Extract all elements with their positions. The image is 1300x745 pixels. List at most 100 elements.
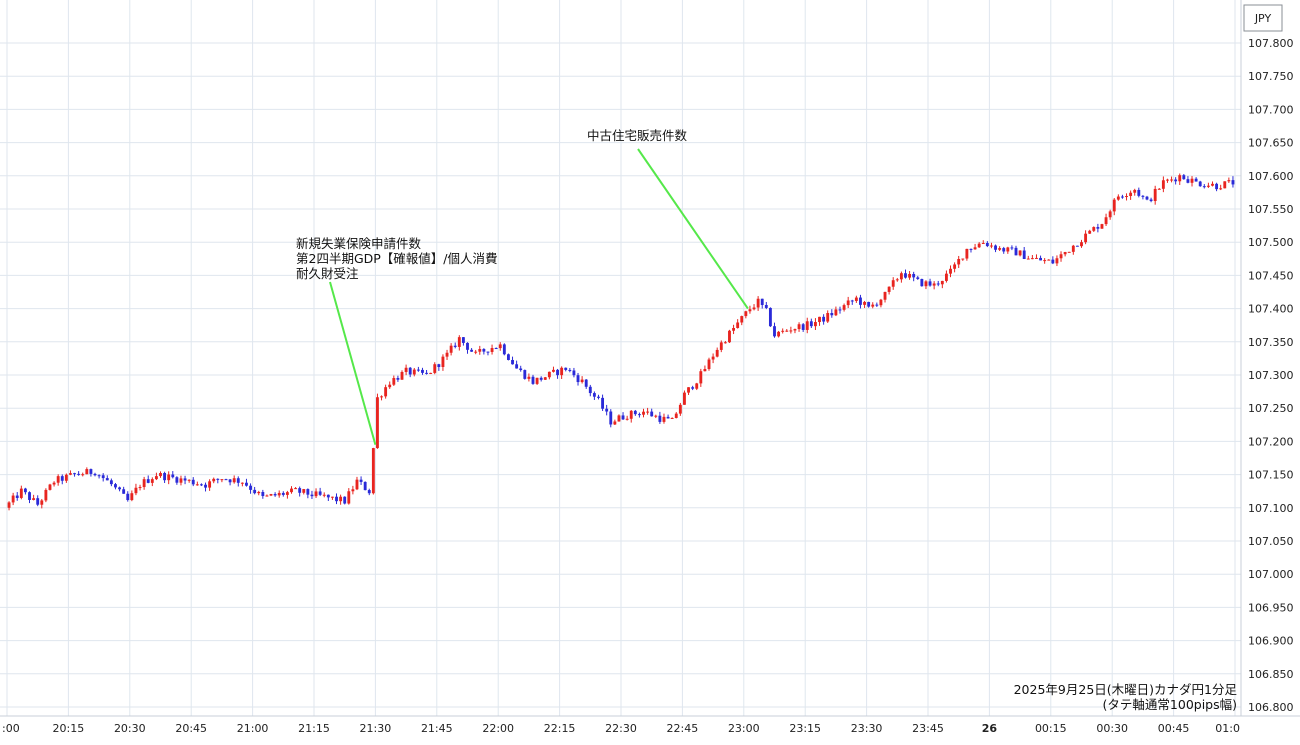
- candle-body: [404, 367, 408, 372]
- candle-body: [760, 298, 764, 306]
- candle-body: [850, 300, 854, 302]
- candle-body: [1018, 250, 1022, 256]
- candle-body: [523, 370, 527, 379]
- candle-body: [940, 280, 944, 285]
- x-tick-label: 23:00: [728, 722, 760, 735]
- candle-body: [294, 488, 298, 490]
- candle-body: [1080, 242, 1083, 247]
- candle-body: [732, 327, 735, 331]
- candle-body: [347, 491, 351, 504]
- candle-body: [654, 415, 658, 417]
- candle-body: [969, 248, 973, 250]
- candle-body: [208, 481, 212, 488]
- candle-body: [396, 378, 400, 380]
- y-tick-label: 107.450: [1248, 269, 1294, 282]
- candle-body: [1030, 258, 1034, 260]
- candle-body: [683, 392, 686, 405]
- candle-body: [187, 479, 191, 481]
- x-tick-label: 00:45: [1158, 722, 1190, 735]
- x-tick-label: 23:45: [912, 722, 944, 735]
- footer-line-2: (タテ軸通常100pips幅): [1103, 697, 1237, 712]
- y-axis-ticks: 107.800 107.750 107.700 107.650 107.600 107.5…: [1248, 37, 1294, 714]
- candle-body: [826, 313, 830, 322]
- y-tick-label: 107.300: [1248, 369, 1294, 382]
- candle-body: [871, 304, 875, 307]
- candle-body: [1071, 245, 1075, 252]
- candle-body: [944, 273, 948, 281]
- candle-body: [879, 299, 883, 306]
- candle-body: [1215, 183, 1219, 190]
- candle-body: [114, 484, 117, 488]
- candle-body: [789, 330, 793, 332]
- candle-body: [1100, 224, 1104, 229]
- candle-body: [1088, 230, 1092, 234]
- candle-body: [1026, 258, 1030, 260]
- candle-body: [805, 321, 809, 330]
- candle-body: [466, 342, 469, 350]
- candle-body: [597, 396, 600, 398]
- candle-body: [441, 356, 445, 367]
- candle-body: [773, 326, 776, 337]
- chart-grid: [0, 0, 1241, 716]
- x-axis-ticks: :00 20:15 20:30 20:45 21:00 21:15 21:30 21:45 22…: [2, 722, 1240, 735]
- candle-body: [666, 416, 670, 419]
- candle-body: [367, 490, 371, 494]
- candle-body: [134, 487, 138, 494]
- candle-body: [981, 243, 985, 245]
- candle-body: [1219, 188, 1223, 190]
- candle-body: [351, 489, 355, 492]
- candle-body: [1129, 192, 1133, 197]
- candle-body: [572, 370, 576, 376]
- y-tick-label: 107.700: [1248, 103, 1294, 116]
- candle-body: [928, 281, 932, 286]
- candle-body: [891, 280, 895, 287]
- candle-body: [429, 372, 433, 374]
- candle-body: [1133, 189, 1137, 193]
- candle-body: [1198, 181, 1202, 187]
- candle-body: [11, 495, 15, 503]
- y-tick-label: 107.350: [1248, 336, 1294, 349]
- candle-body: [355, 479, 359, 490]
- candle-body: [691, 387, 695, 389]
- candle-body: [899, 273, 903, 280]
- candle-body: [1161, 180, 1165, 189]
- x-tick-label: :00: [2, 722, 20, 735]
- x-tick-label: 20:45: [175, 722, 207, 735]
- candle-body: [445, 352, 449, 357]
- candle-body: [433, 364, 437, 373]
- candle-body: [109, 480, 113, 485]
- candle-body: [44, 489, 48, 501]
- candle-body: [711, 356, 715, 360]
- candle-body: [236, 478, 240, 483]
- candle-body: [797, 324, 801, 330]
- candle-body: [588, 386, 592, 394]
- x-tick-label: 22:30: [605, 722, 637, 735]
- chart-footer: 2025年9月25日(木曜日)カナダ円1分足 (タテ軸通常100pips幅): [1014, 682, 1238, 712]
- candle-body: [220, 479, 224, 481]
- candle-body: [32, 498, 36, 500]
- candle-body: [863, 301, 866, 305]
- candle-body: [531, 376, 535, 384]
- candle-body: [1047, 259, 1051, 261]
- x-tick-label: 21:45: [421, 722, 453, 735]
- candle-body: [715, 349, 719, 357]
- y-tick-label: 106.850: [1248, 668, 1294, 681]
- candle-body: [642, 411, 645, 415]
- candle-body: [678, 404, 682, 414]
- candle-body: [240, 482, 244, 484]
- x-tick-label: 20:30: [114, 722, 146, 735]
- candle-body: [740, 316, 744, 323]
- candle-body: [101, 475, 105, 479]
- candle-body: [535, 377, 539, 384]
- candle-body: [584, 379, 588, 387]
- candle-body: [1067, 251, 1071, 253]
- candle-body: [1104, 217, 1108, 225]
- candle-body: [932, 283, 936, 286]
- candle-body: [453, 345, 457, 347]
- candle-body: [216, 478, 220, 480]
- candle-body: [232, 478, 236, 483]
- candle-body: [69, 473, 72, 475]
- candle-body: [392, 378, 396, 385]
